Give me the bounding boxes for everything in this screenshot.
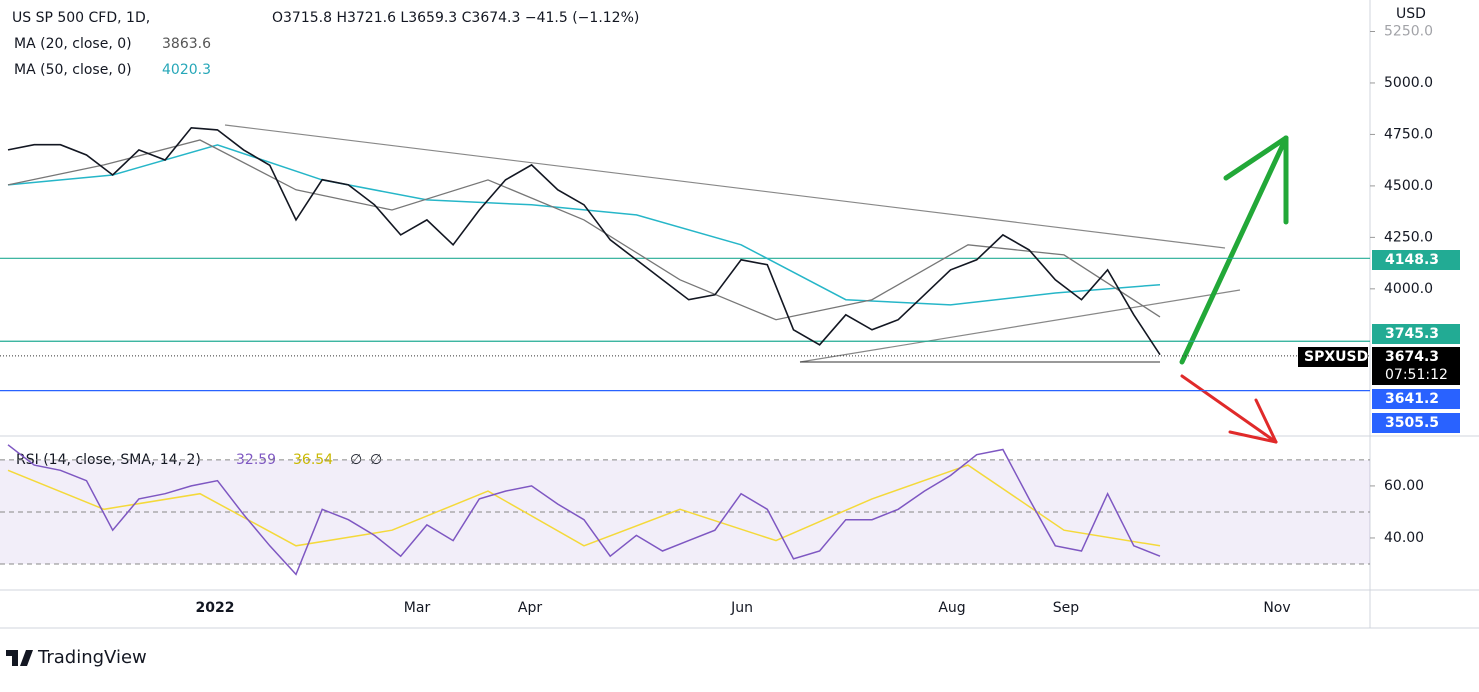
price-tag-label: 4148.3 — [1385, 252, 1439, 268]
trendline — [224, 124, 1226, 249]
y-tick-label: 5250.0 — [1384, 23, 1433, 39]
ma20-line — [7, 139, 1161, 321]
y-tick-label: 4500.0 — [1384, 178, 1433, 194]
price-tag-label: 3674.3 — [1385, 349, 1439, 365]
price-tag-label: 3505.5 — [1385, 415, 1439, 431]
rsi-sma-line — [7, 464, 1161, 547]
up-arrow — [1179, 135, 1289, 365]
rsi-line — [7, 444, 1161, 576]
ohlc: O3715.8 H3721.6 L3659.3 C3674.3 −41.5 (−… — [272, 10, 639, 26]
ma20-value: 3863.6 — [162, 36, 211, 52]
ma50-label: MA (50, close, 0) — [14, 62, 132, 78]
rsi-extra: ∅ — [370, 452, 382, 468]
time-label: 2022 — [196, 600, 235, 616]
symbol-tag-label: SPXUSD — [1304, 349, 1368, 365]
countdown: 07:51:12 — [1385, 367, 1448, 383]
price-tag — [1372, 389, 1460, 409]
currency: USD — [1396, 6, 1426, 22]
time-label: Jun — [730, 600, 753, 616]
time-label: Aug — [938, 600, 965, 616]
y-tick-label: 60.00 — [1384, 478, 1424, 494]
rsi-sma-value: 36.54 — [293, 452, 333, 468]
price-line — [7, 126, 1161, 356]
price-tag-label: 3641.2 — [1385, 391, 1439, 407]
time-label: Apr — [518, 600, 542, 616]
price-tag — [1372, 250, 1460, 270]
ma20-label: MA (20, close, 0) — [14, 36, 132, 52]
time-label: Mar — [404, 600, 431, 616]
y-tick-label: 4750.0 — [1384, 126, 1433, 142]
brand: TradingView — [37, 647, 147, 668]
y-tick-label: 4000.0 — [1384, 281, 1433, 297]
y-tick-label: 4250.0 — [1384, 229, 1433, 245]
price-tag-label: 3745.3 — [1385, 326, 1439, 342]
rsi-extra: ∅ — [350, 452, 362, 468]
y-tick-label: 5000.0 — [1384, 75, 1433, 91]
ma50-value: 4020.3 — [162, 62, 211, 78]
time-label: Sep — [1053, 600, 1080, 616]
price-tag — [1372, 413, 1460, 433]
ma50-line — [7, 144, 1161, 306]
logo — [6, 650, 33, 666]
time-label: Nov — [1263, 600, 1290, 616]
down-arrow — [1180, 374, 1278, 444]
symbol: US SP 500 CFD, 1D, — [12, 10, 150, 26]
trendline — [799, 289, 1241, 363]
price-tag — [1372, 347, 1460, 385]
y-tick-label: 40.00 — [1384, 530, 1424, 546]
symbol-tag — [1298, 347, 1368, 367]
price-tag — [1372, 324, 1460, 344]
